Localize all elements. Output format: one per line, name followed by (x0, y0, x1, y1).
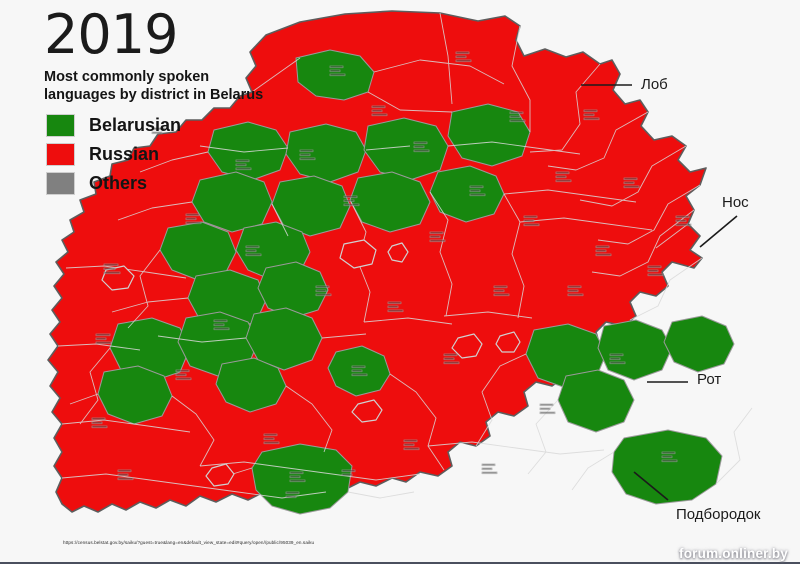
annotation-leader-lines (581, 84, 738, 501)
legend-swatch-russian (46, 142, 75, 166)
district-belarusian (363, 117, 449, 181)
legend-swatch-belarusian (46, 113, 75, 137)
district-belarusian (557, 369, 635, 433)
map-legend: Belarusian Russian Others (46, 112, 181, 199)
district-belarusian (285, 123, 367, 183)
district-belarusian (215, 357, 287, 413)
district-enclave (387, 242, 409, 263)
page-title-year: 2019 (44, 3, 178, 66)
map-districts (47, 10, 753, 515)
district-belarusian (447, 103, 531, 167)
district-belarusian (245, 307, 323, 371)
annotation-mouth: Рот (697, 371, 722, 388)
district-enclave (495, 331, 521, 353)
leader-line-nose (699, 215, 738, 248)
district-belarusian (251, 443, 353, 515)
district-belarusian (257, 261, 329, 319)
district-belarusian (191, 171, 273, 233)
page-subtitle: Most commonly spoken languages by distri… (44, 69, 264, 104)
district-belarusian (597, 319, 673, 381)
district-belarusian (663, 315, 735, 373)
district-enclave (339, 239, 377, 269)
district-belarusian (611, 429, 723, 505)
district-enclave (451, 333, 483, 359)
legend-label-belarusian: Belarusian (89, 114, 182, 135)
district-belarusian (429, 165, 505, 223)
legend-label-russian: Russian (89, 143, 160, 164)
legend-item-others: Others (46, 170, 181, 196)
district-belarusian (207, 121, 289, 181)
annotation-chin: Подбородок (676, 506, 761, 523)
district-enclave (351, 399, 383, 423)
title-block: 2019 Most commonly spoken languages by d… (44, 8, 314, 104)
district-belarusian (97, 365, 173, 425)
legend-item-russian: Russian (46, 141, 181, 167)
district-label-texture (91, 51, 692, 499)
page-bottom-bar (0, 562, 800, 581)
legend-swatch-others (46, 171, 75, 195)
legend-item-belarusian: Belarusian (46, 112, 181, 138)
annotation-nose: Нос (722, 194, 749, 211)
forum-watermark: forum.onliner.by (679, 546, 788, 561)
annotation-forehead: Лоб (641, 76, 668, 93)
source-url-caption: https://census.belstat.gov.by/saiku/?gue… (63, 540, 315, 545)
belarus-choropleth-map (47, 10, 753, 515)
map-image: 2019 Most commonly spoken languages by d… (44, 7, 761, 545)
legend-label-others: Others (89, 172, 148, 193)
district-enclave (205, 463, 235, 487)
leader-line-chin (633, 471, 669, 501)
